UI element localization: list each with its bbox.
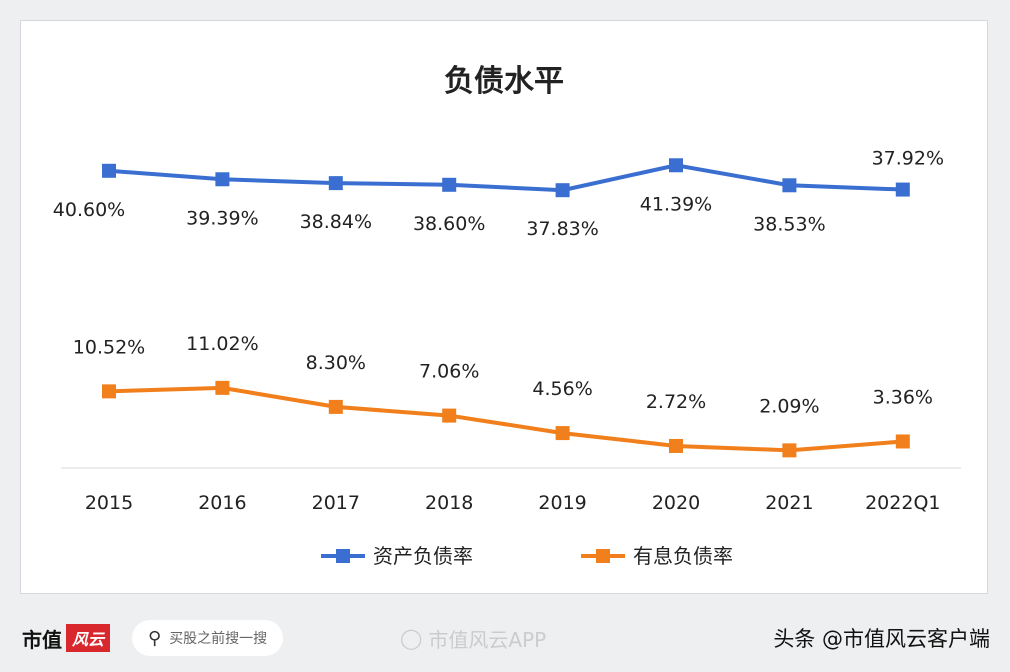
data-label: 39.39% — [186, 207, 258, 229]
data-point — [555, 426, 570, 441]
data-label: 37.92% — [872, 148, 944, 170]
data-point — [669, 438, 683, 453]
line-chart: 负债水平 2015 2016 2017 2018 2019 2020 2021 2022Q1 40… — [53, 64, 961, 568]
data-label: 3.36% — [873, 386, 933, 408]
data-label: 38.84% — [300, 211, 372, 233]
x-tick-label: 2015 — [85, 492, 133, 514]
search-icon: ⚲ — [148, 627, 162, 649]
series-line-1 — [108, 385, 903, 453]
x-tick-label: 2019 — [538, 492, 586, 514]
data-label: 2.72% — [646, 391, 706, 413]
data-label: 37.83% — [526, 218, 598, 240]
legend-marker — [336, 549, 350, 563]
chart-card: 负债水平 2015 2016 2017 2018 2019 2020 2021 2022Q1 40… — [20, 20, 988, 594]
brand-logo-mark: 风云 — [66, 624, 111, 652]
x-tick-label: 2018 — [425, 492, 473, 514]
data-label: 8.30% — [306, 352, 366, 374]
data-label: 10.52% — [73, 336, 145, 358]
data-point — [102, 384, 116, 399]
data-point — [442, 408, 457, 423]
legend-label: 资产负债率 — [373, 544, 473, 568]
data-label: 38.53% — [753, 213, 825, 235]
data-point — [215, 172, 230, 187]
x-tick-label: 2017 — [312, 492, 360, 514]
data-label: 38.60% — [413, 213, 485, 235]
x-tick-label: 2020 — [652, 492, 700, 514]
series-line-0 — [108, 163, 903, 193]
search-placeholder: 买股之前搜一搜 — [169, 631, 268, 647]
data-point — [782, 443, 797, 458]
data-label: 40.60% — [53, 199, 125, 221]
weibo-icon: ◯ — [400, 626, 423, 650]
weibo-text: 市值风云APP — [428, 627, 547, 652]
weibo-watermark: ◯ 市值风云APP — [400, 620, 546, 656]
data-point — [102, 163, 116, 178]
legend-label: 有息负债率 — [633, 544, 733, 568]
brand-text: 市值 — [22, 627, 62, 652]
toutiao-account: 头条 @市值风云客户端 — [773, 627, 990, 651]
data-point — [215, 380, 230, 395]
x-tick-label: 2022Q1 — [865, 492, 940, 514]
data-point — [328, 176, 343, 191]
chart-title: 负债水平 — [444, 64, 564, 99]
data-label: 2.09% — [759, 395, 819, 417]
data-point — [442, 177, 457, 192]
data-point — [669, 158, 683, 173]
data-label: 11.02% — [186, 333, 258, 355]
data-label: 7.06% — [419, 361, 479, 383]
data-point — [555, 183, 570, 198]
data-point — [782, 178, 797, 193]
data-point — [895, 434, 910, 449]
brand-logo: 市值 风云 — [22, 620, 111, 656]
data-point — [895, 182, 910, 197]
data-label: 41.39% — [640, 193, 712, 215]
search-box[interactable]: ⚲ 买股之前搜一搜 — [132, 620, 284, 656]
x-tick-label: 2021 — [765, 492, 813, 514]
data-label: 4.56% — [532, 378, 592, 400]
x-tick-label: 2016 — [198, 492, 246, 514]
legend-marker — [596, 549, 610, 563]
data-point — [328, 399, 343, 414]
